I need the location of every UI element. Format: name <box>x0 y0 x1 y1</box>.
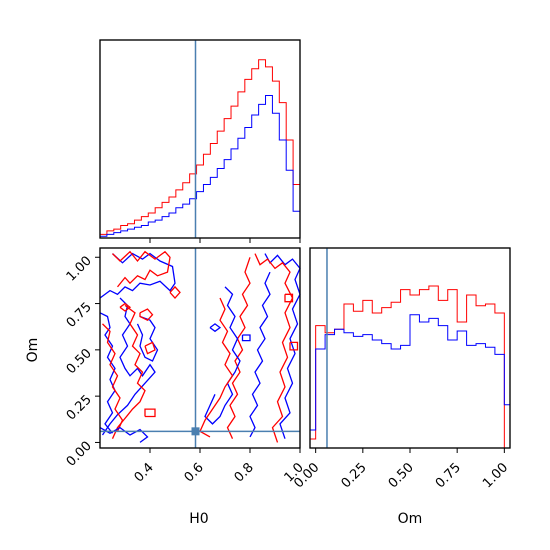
joint-ytick-label-2: 0.50 <box>64 346 95 377</box>
om-xtick-label-1: 0.25 <box>339 460 370 491</box>
red-island-1 <box>139 308 154 321</box>
blue-contour-left-outer-b <box>99 312 116 434</box>
red-contour-left-middle <box>111 304 146 439</box>
joint-panel <box>99 247 301 449</box>
red-contour-right-outer <box>254 253 294 443</box>
om-marginal-marks: 0.00 0.25 0.50 0.75 1.00 <box>291 248 511 491</box>
blue-contour-right-inner <box>249 271 271 438</box>
red-island-3 <box>144 408 156 418</box>
blue-contour-right-outer <box>264 253 301 439</box>
h0-marginal-frame <box>99 39 301 239</box>
joint-xtick-label-1: 0.6 <box>182 460 207 485</box>
h0-marginal-marks <box>99 40 301 243</box>
red-island-2 <box>119 302 132 312</box>
joint-ytick-label-0: 0.00 <box>64 439 95 470</box>
joint-marks: 0.4 0.6 0.8 1.00.000.250.500.751.00 <box>64 248 307 485</box>
joint-ytick-label-3: 0.75 <box>64 300 95 331</box>
h0-marginal-panel <box>99 39 301 239</box>
blue-contour-bottom-left <box>99 426 149 443</box>
h0-hist-series-0 <box>99 59 301 238</box>
joint-xtick-label-2: 0.8 <box>232 460 257 485</box>
blue-island-right-1 <box>241 334 251 342</box>
x-axis-label-h0: H0 <box>189 511 208 527</box>
joint-truth-point <box>191 427 200 436</box>
om-hist-series-1 <box>309 314 511 448</box>
joint-frame <box>99 247 301 449</box>
h0-hist-series-1 <box>99 94 301 238</box>
panel-frame-top-2 <box>309 247 511 449</box>
panel-frame-top-0 <box>99 39 301 239</box>
om-marginal-frame <box>309 247 511 449</box>
joint-ytick-label-4: 1.00 <box>64 253 95 284</box>
joint-xtick-label-0: 0.4 <box>132 460 157 485</box>
red-island-right-2 <box>289 341 299 351</box>
om-hist-series-0 <box>309 285 510 449</box>
blue-contour-mid-right <box>204 286 241 425</box>
red-island-5 <box>144 341 156 355</box>
joint-ytick-label-1: 0.25 <box>64 392 95 423</box>
red-contour-right-inner <box>226 257 251 439</box>
red-contour-left-outer-b <box>102 323 124 432</box>
om-marginal-panel <box>309 247 511 449</box>
blue-island-right-2 <box>209 323 222 333</box>
blue-contour-left-inner-b <box>136 315 159 362</box>
om-xtick-label-3: 0.75 <box>433 460 464 491</box>
om-xtick-label-4: 1.00 <box>480 460 511 491</box>
om-xtick-label-2: 0.50 <box>386 460 417 491</box>
red-island-4 <box>169 285 181 299</box>
red-island-right-1 <box>284 293 294 303</box>
panel-frame-top-1 <box>99 247 301 449</box>
red-contour-left-top <box>112 250 171 288</box>
blue-contour-left-outer <box>99 252 176 299</box>
red-contour-mid-right <box>199 297 234 438</box>
y-axis-label-om: Om <box>25 338 41 363</box>
x-axis-label-om: Om <box>398 511 423 527</box>
